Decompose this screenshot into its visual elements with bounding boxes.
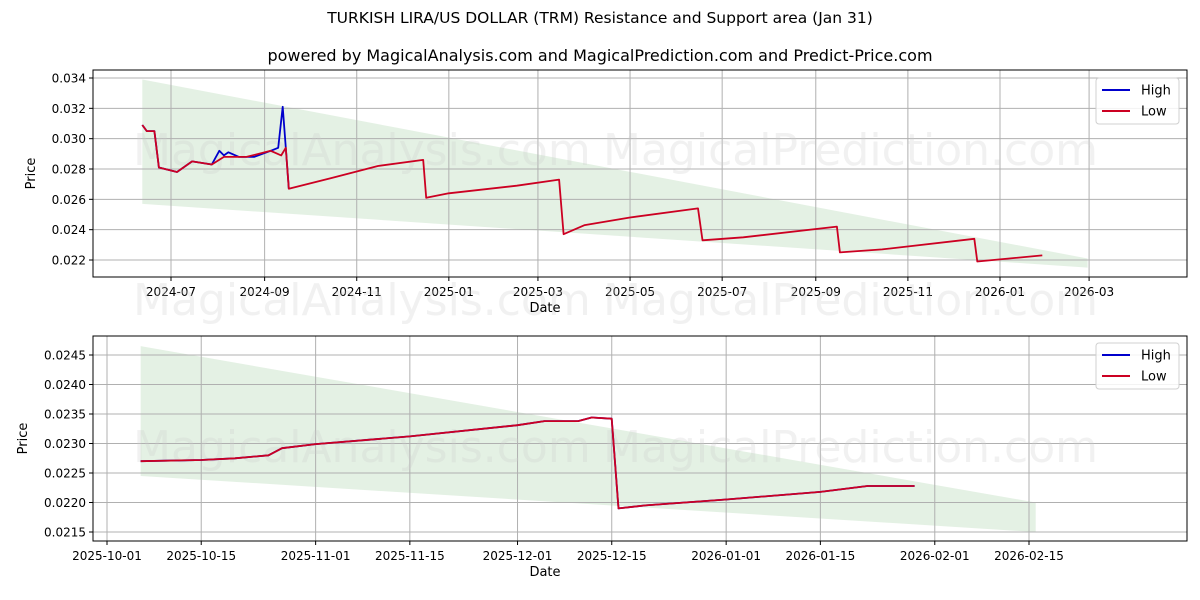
y-tick-label: 0.0215 (44, 526, 86, 540)
support-resistance-band (142, 79, 1088, 268)
legend-low-label: Low (1141, 370, 1167, 385)
x-tick-label: 2025-12-01 (483, 549, 553, 563)
watermark: MagicalAnalysis.com (133, 125, 591, 176)
y-tick-label: 0.034 (52, 72, 86, 86)
x-tick-label: 2026-02-15 (994, 549, 1064, 563)
x-tick-label: 2025-09 (791, 285, 841, 299)
y-tick-label: 0.030 (52, 132, 86, 146)
y-axis-label: Price (24, 158, 39, 190)
watermark: MagicalAnalysis.com (133, 275, 591, 326)
x-tick-label: 2026-02-01 (900, 549, 970, 563)
y-tick-label: 0.0230 (44, 437, 86, 451)
x-tick-label: 2025-07 (697, 285, 747, 299)
y-tick-label: 0.0245 (44, 349, 86, 363)
y-tick-label: 0.022 (52, 254, 86, 268)
x-tick-label: 2026-01-01 (691, 549, 761, 563)
y-tick-label: 0.024 (52, 223, 86, 237)
x-axis-label: Date (529, 565, 560, 580)
chart-panel-1: 2024-07 2024-09 2024-11 2025-01 2025-03 2025-… (24, 69, 1188, 326)
x-tick-label: 2025-11-15 (375, 549, 445, 563)
x-tick-label: 2025-05 (605, 285, 655, 299)
watermark: MagicalPrediction.com (603, 275, 1098, 326)
y-tick-label: 0.0225 (44, 467, 86, 481)
axes-frame (92, 335, 1188, 542)
x-tick-label: 2024-09 (240, 285, 290, 299)
support-resistance-band (140, 346, 1036, 532)
legend-high-label: High (1141, 84, 1171, 99)
legend-low-label: Low (1141, 105, 1167, 120)
x-tick-label: 2026-01 (975, 285, 1025, 299)
chart-subtitle: powered by MagicalAnalysis.com and Magic… (267, 46, 933, 65)
x-tick-label: 2025-11 (883, 285, 933, 299)
legend: High Low (1095, 77, 1180, 125)
x-tick-label: 2024-07 (146, 285, 196, 299)
x-tick-label: 2024-11 (332, 285, 382, 299)
x-tick-label: 2025-10-15 (166, 549, 236, 563)
axes-frame (92, 69, 1188, 278)
chart-panel-2: 2025-10-01 2025-10-15 2025-11-01 2025-11-15… (16, 335, 1188, 580)
y-tick-label: 0.032 (52, 102, 86, 116)
series-low-line (141, 124, 1043, 263)
y-tick-label: 0.0235 (44, 408, 86, 422)
legend: High Low (1095, 342, 1180, 390)
x-tick-label: 2026-03 (1064, 285, 1114, 299)
watermark: MagicalAnalysis.com (133, 422, 591, 473)
grid: 2025-10-01 2025-10-15 2025-11-01 2025-11-15… (44, 336, 1187, 563)
y-axis-label: Price (16, 423, 31, 455)
x-tick-label: 2026-01-15 (785, 549, 855, 563)
legend-high-label: High (1141, 349, 1171, 364)
x-tick-label: 2025-10-01 (72, 549, 142, 563)
x-tick-label: 2025-01 (424, 285, 474, 299)
watermark: MagicalPrediction.com (603, 125, 1098, 176)
chart-title: TURKISH LIRA/US DOLLAR (TRM) Resistance … (327, 9, 873, 27)
y-tick-label: 0.026 (52, 193, 86, 207)
y-tick-label: 0.0220 (44, 496, 86, 510)
y-tick-label: 0.0240 (44, 378, 86, 392)
y-tick-label: 0.028 (52, 163, 86, 177)
watermark: MagicalPrediction.com (603, 422, 1098, 473)
x-tick-label: 2025-11-01 (281, 549, 351, 563)
grid: 2024-07 2024-09 2024-11 2025-01 2025-03 2025-… (52, 70, 1187, 299)
x-tick-label: 2025-03 (513, 285, 563, 299)
series-low-line (140, 416, 915, 510)
x-axis-label: Date (529, 301, 560, 316)
x-tick-label: 2025-12-15 (577, 549, 647, 563)
